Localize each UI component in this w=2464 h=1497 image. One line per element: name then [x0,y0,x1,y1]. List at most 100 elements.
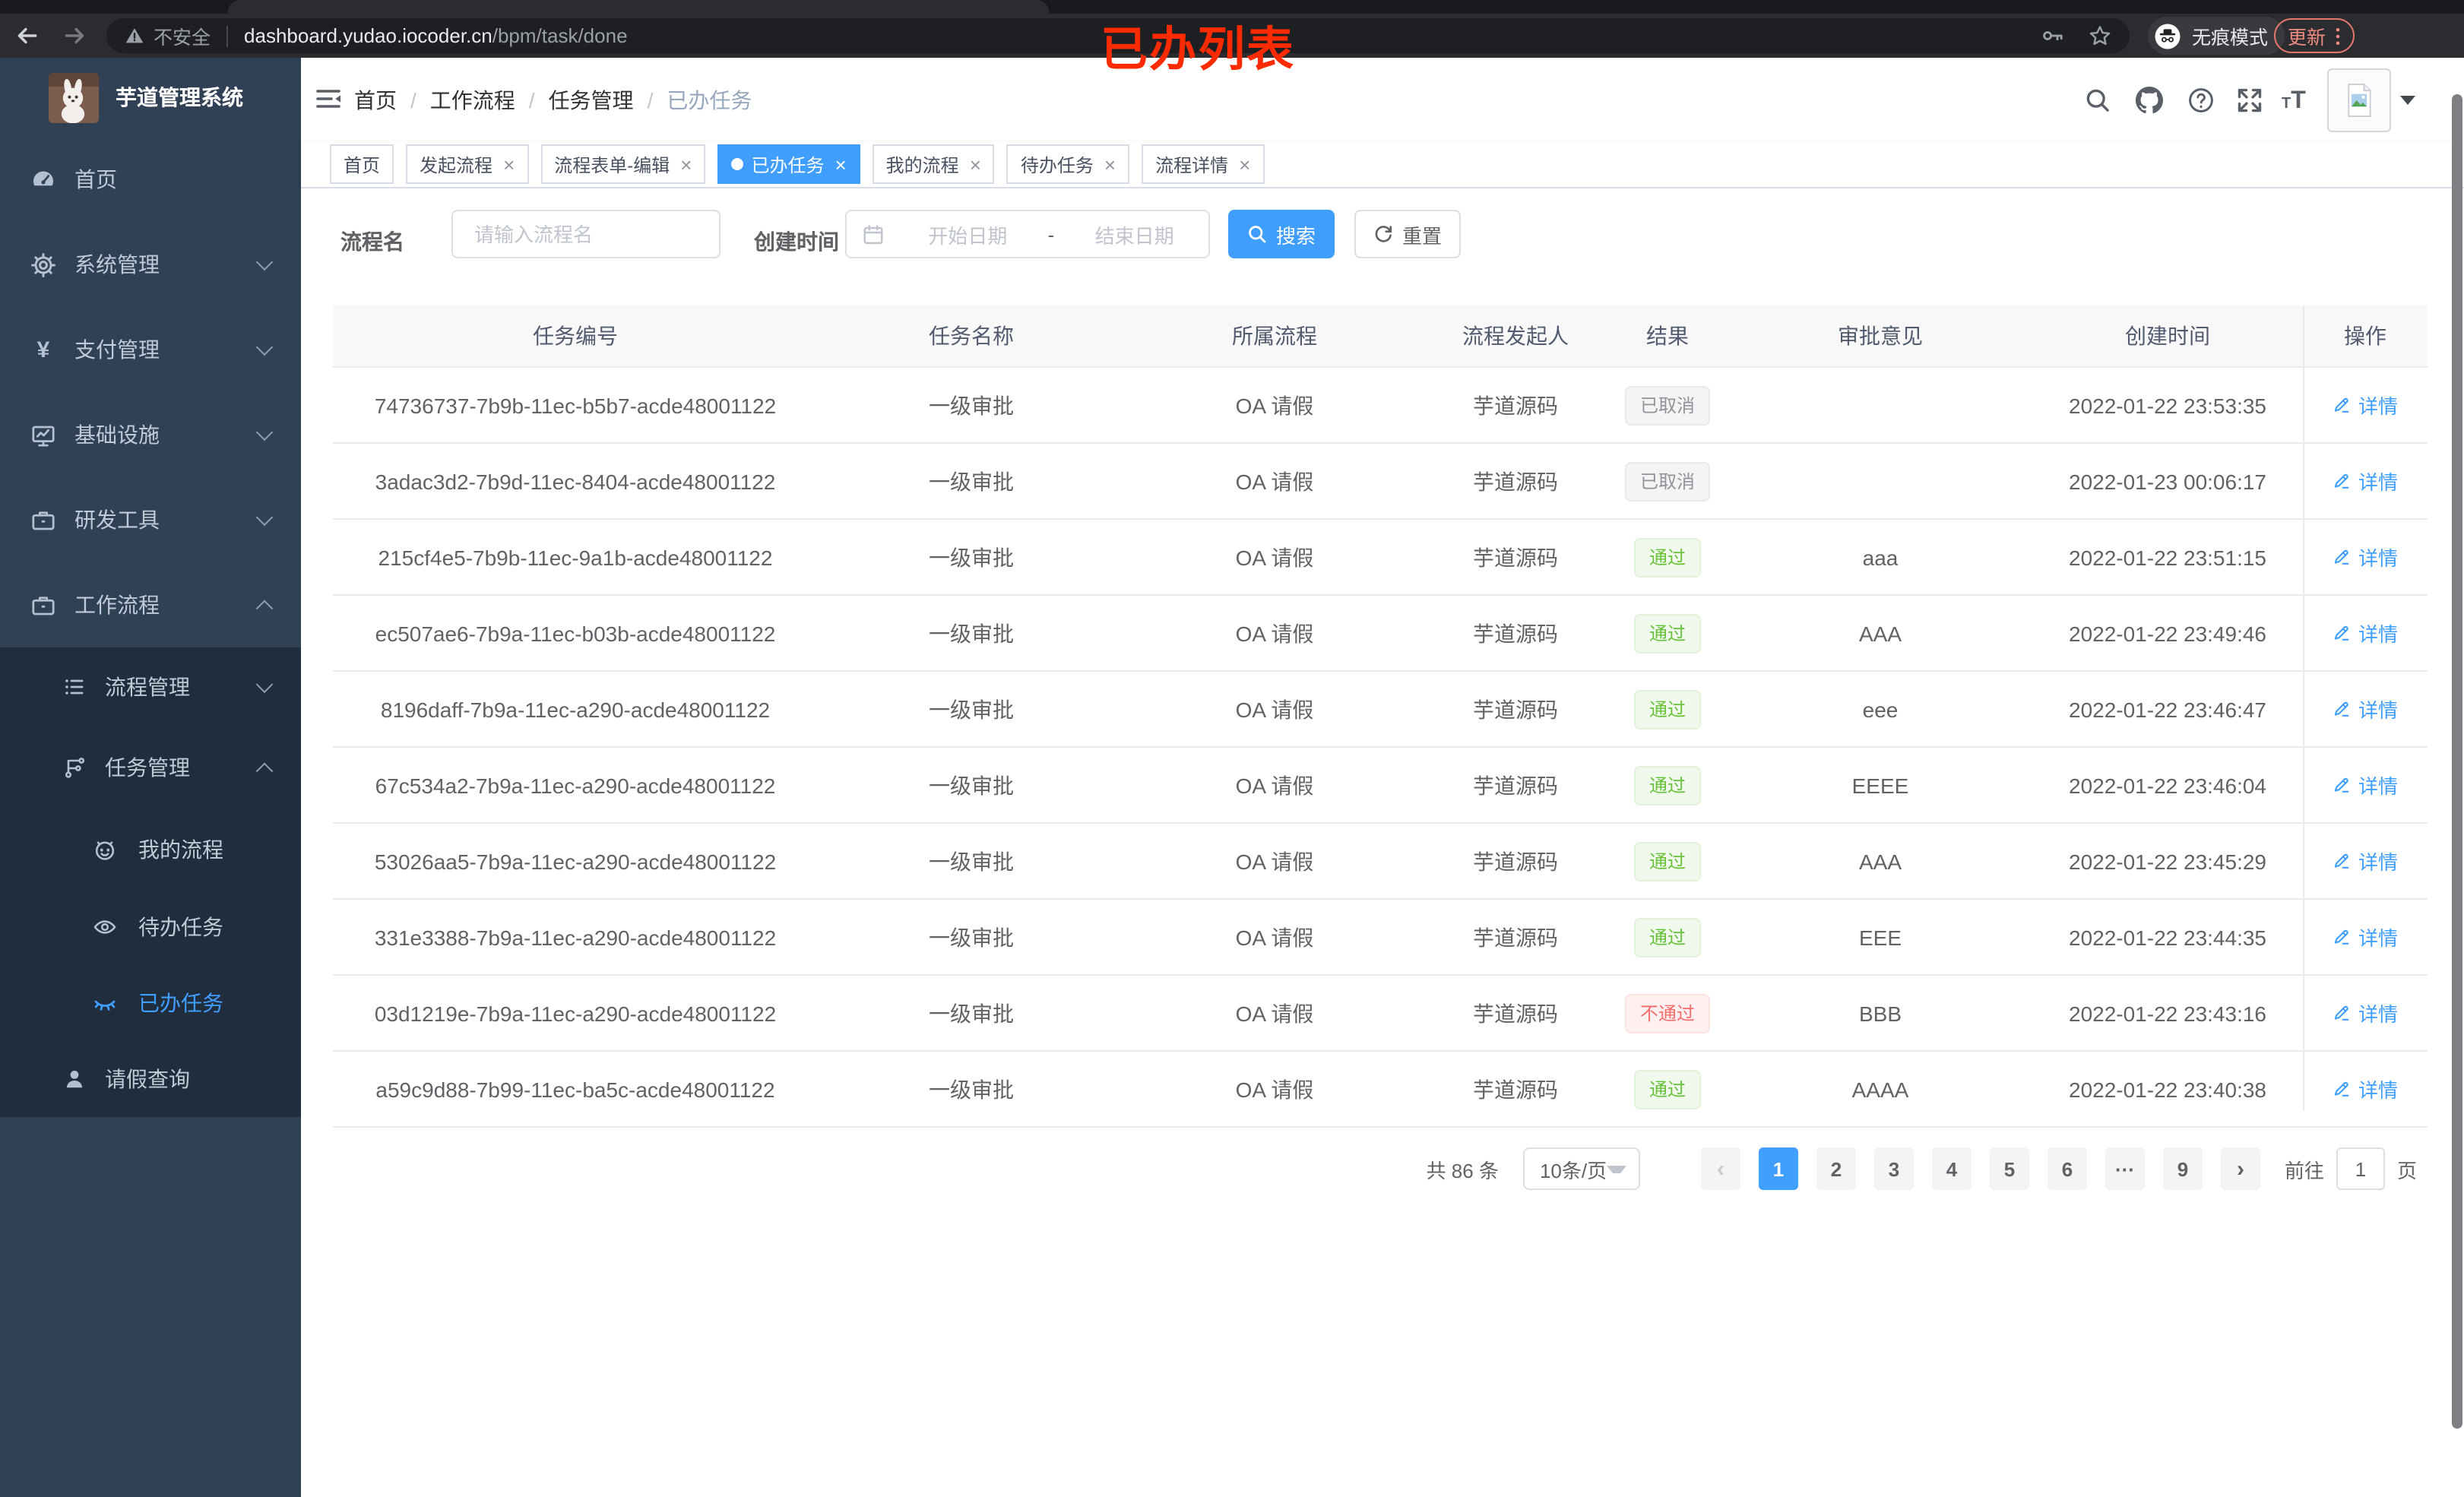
sidebar-item-infra[interactable]: 基础设施 [0,392,301,477]
detail-link[interactable]: 详情 [2333,1074,2398,1103]
edit-icon [2335,1005,2350,1021]
scrollbar-thumb[interactable] [2452,94,2462,1429]
app-logo[interactable]: 芋道管理系统 [0,58,301,137]
search-button[interactable]: 搜索 [1228,210,1335,258]
tab-done-tasks[interactable]: 已办任务 × [717,144,860,184]
close-icon[interactable]: × [680,153,692,176]
fullscreen-icon[interactable] [2236,87,2263,114]
sidebar-item-devtools[interactable]: 研发工具 [0,477,301,562]
chevron-up-icon [255,600,274,618]
sidebar-item-workflow[interactable]: 工作流程 [0,562,301,647]
hamburger-icon[interactable] [315,87,342,111]
sidebar-item-home[interactable]: 首页 [0,137,301,222]
detail-link[interactable]: 详情 [2333,695,2398,723]
process-name-field[interactable] [471,221,719,247]
sidebar-item-my-process[interactable]: 我的流程 [0,809,301,889]
page-size-select[interactable]: 10条/页 [1522,1147,1640,1190]
close-icon[interactable]: × [1239,153,1251,176]
fixed-column-divider [2303,305,2304,1111]
tab-my-process[interactable]: 我的流程 × [872,144,995,184]
sidebar-item-process-mgmt[interactable]: 流程管理 [0,647,301,726]
breadcrumb-current: 已办任务 [667,87,752,112]
sidebar-item-leave-query[interactable]: 请假查询 [0,1041,301,1117]
table-row: 03d1219e-7b9a-11ec-a290-acde48001122 一级审… [333,976,2428,1052]
task-id-cell: 03d1219e-7b9a-11ec-a290-acde48001122 [374,1001,777,1025]
prev-page-button[interactable]: ‹ [1700,1147,1740,1190]
forward-icon[interactable] [62,23,88,49]
tab-todo-tasks[interactable]: 待办任务 × [1006,144,1130,184]
avatar-caret-icon[interactable] [2400,96,2415,105]
detail-link[interactable]: 详情 [2333,467,2398,495]
table-row: 67c534a2-7b9a-11ec-a290-acde48001122 一级审… [333,748,2428,824]
not-secure-icon [125,28,144,43]
avatar[interactable] [2327,68,2391,132]
sidebar-item-task-mgmt[interactable]: 任务管理 [0,726,301,809]
col-actions: 操作 [2344,324,2386,348]
page-button[interactable]: 1 [1758,1147,1798,1190]
edit-icon [2335,397,2350,413]
browser-menu-icon[interactable] [2335,25,2341,46]
goto-input[interactable] [2336,1147,2385,1190]
process-name-input[interactable] [451,210,721,258]
dashboard-icon [30,166,56,192]
detail-link[interactable]: 详情 [2333,391,2398,419]
incognito-icon [2155,23,2181,49]
sidebar-item-payment[interactable]: ¥ 支付管理 [0,307,301,392]
update-button[interactable]: 更新 [2274,18,2355,53]
close-icon[interactable]: × [1104,153,1116,176]
sidebar-item-done-tasks[interactable]: 已办任务 [0,965,301,1041]
search-icon[interactable] [2084,87,2111,114]
starter-cell: 芋道源码 [1473,849,1558,873]
detail-link[interactable]: 详情 [2333,923,2398,951]
browser-tab[interactable] [228,0,1049,14]
help-icon[interactable] [2187,87,2215,114]
sidebar-item-system[interactable]: 系统管理 [0,222,301,307]
table-row: 8196daff-7b9a-11ec-a290-acde48001122 一级审… [333,672,2428,748]
date-range-input[interactable]: 开始日期 - 结束日期 [845,210,1210,258]
tab-start-process[interactable]: 发起流程 × [406,144,529,184]
task-name-cell: 一级审批 [929,1001,1014,1025]
task-name-cell: 一级审批 [929,773,1014,797]
yen-icon: ¥ [36,337,50,362]
page-button[interactable]: 2 [1816,1147,1856,1190]
ellipsis-page-button[interactable]: ··· [2105,1147,2145,1190]
task-tree-icon [61,755,87,780]
chevron-up-icon [255,762,274,780]
reset-button[interactable]: 重置 [1354,210,1461,258]
back-icon[interactable] [14,23,40,49]
url-bar[interactable]: 不安全 dashboard.yudao.iocoder.cn/bpm/task/… [106,18,2130,53]
detail-link[interactable]: 详情 [2333,619,2398,647]
detail-link[interactable]: 详情 [2333,847,2398,875]
tab-process-detail[interactable]: 流程详情 × [1142,144,1265,184]
page-button[interactable]: 5 [1989,1147,2029,1190]
close-icon[interactable]: × [835,153,847,176]
page-button[interactable]: 9 [2162,1147,2203,1190]
created-cell: 2022-01-22 23:45:29 [2069,849,2266,873]
detail-link[interactable]: 详情 [2333,999,2398,1027]
browser-chrome: 不安全 dashboard.yudao.iocoder.cn/bpm/task/… [0,0,2464,76]
starter-cell: 芋道源码 [1473,621,1558,645]
breadcrumb-workflow[interactable]: 工作流程 [429,87,515,112]
page-button[interactable]: 6 [2047,1147,2087,1190]
security-label[interactable]: 不安全 [154,27,211,49]
start-date-placeholder: 开始日期 [928,224,1008,247]
end-date-placeholder: 结束日期 [1094,224,1174,247]
close-icon[interactable]: × [503,153,515,176]
font-size-icon[interactable]: TT [2282,88,2306,114]
tab-home[interactable]: 首页 [330,144,394,184]
detail-link[interactable]: 详情 [2333,543,2398,571]
tab-form-edit[interactable]: 流程表单-编辑 × [540,144,706,184]
key-icon[interactable] [2041,24,2064,47]
github-icon[interactable] [2136,87,2163,114]
detail-link[interactable]: 详情 [2333,771,2398,799]
close-icon[interactable]: × [969,153,981,176]
page-button[interactable]: 4 [1931,1147,1972,1190]
next-page-button[interactable]: › [2220,1147,2260,1190]
bookmark-star-icon[interactable] [2089,24,2111,47]
breadcrumb-home[interactable]: 首页 [354,87,397,112]
breadcrumb-task-mgmt[interactable]: 任务管理 [548,87,634,112]
sidebar-item-todo-tasks[interactable]: 待办任务 [0,889,301,965]
page-button[interactable]: 3 [1873,1147,1914,1190]
task-id-cell: 3adac3d2-7b9d-11ec-8404-acde48001122 [375,469,776,493]
